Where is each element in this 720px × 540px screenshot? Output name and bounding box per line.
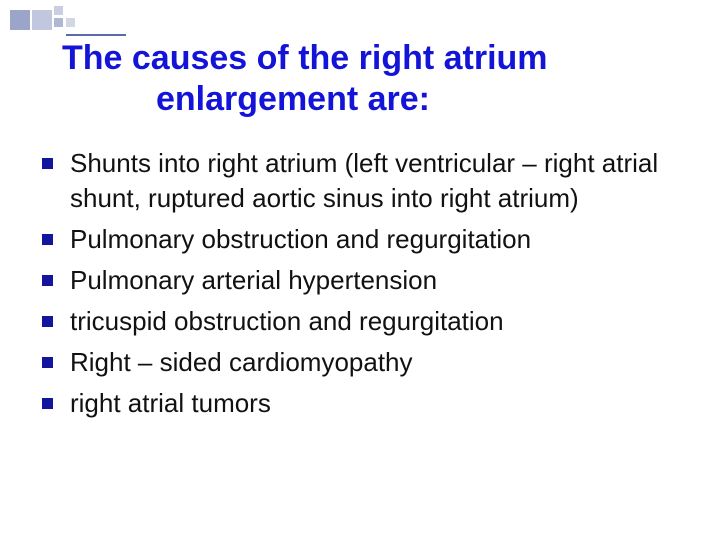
list-item: Right – sided cardiomyopathy (40, 345, 684, 380)
list-item: tricuspid obstruction and regurgitation (40, 304, 684, 339)
list-item-text: tricuspid obstruction and regurgitation (70, 306, 504, 336)
list-item: right atrial tumors (40, 386, 684, 421)
list-item-text: Pulmonary obstruction and regurgitation (70, 224, 531, 254)
list-item-text: Right – sided cardiomyopathy (70, 347, 413, 377)
list-item-text: Pulmonary arterial hypertension (70, 265, 437, 295)
list-item: Shunts into right atrium (left ventricul… (40, 146, 684, 216)
deco-square (10, 10, 30, 30)
list-item-text: right atrial tumors (70, 388, 271, 418)
deco-square (32, 10, 52, 30)
list-item: Pulmonary obstruction and regurgitation (40, 222, 684, 257)
slide-title: The causes of the right atrium enlargeme… (36, 38, 684, 120)
deco-square (54, 18, 63, 27)
list-item: Pulmonary arterial hypertension (40, 263, 684, 298)
title-line-1: The causes of the right atrium (62, 39, 548, 77)
slide-body: The causes of the right atrium enlargeme… (0, 38, 720, 427)
deco-square (54, 6, 63, 15)
title-line-2: enlargement are: (62, 79, 674, 120)
deco-square (66, 18, 75, 27)
list-item-text: Shunts into right atrium (left ventricul… (70, 148, 658, 213)
bullet-list: Shunts into right atrium (left ventricul… (36, 146, 684, 422)
header-rule (66, 34, 126, 36)
